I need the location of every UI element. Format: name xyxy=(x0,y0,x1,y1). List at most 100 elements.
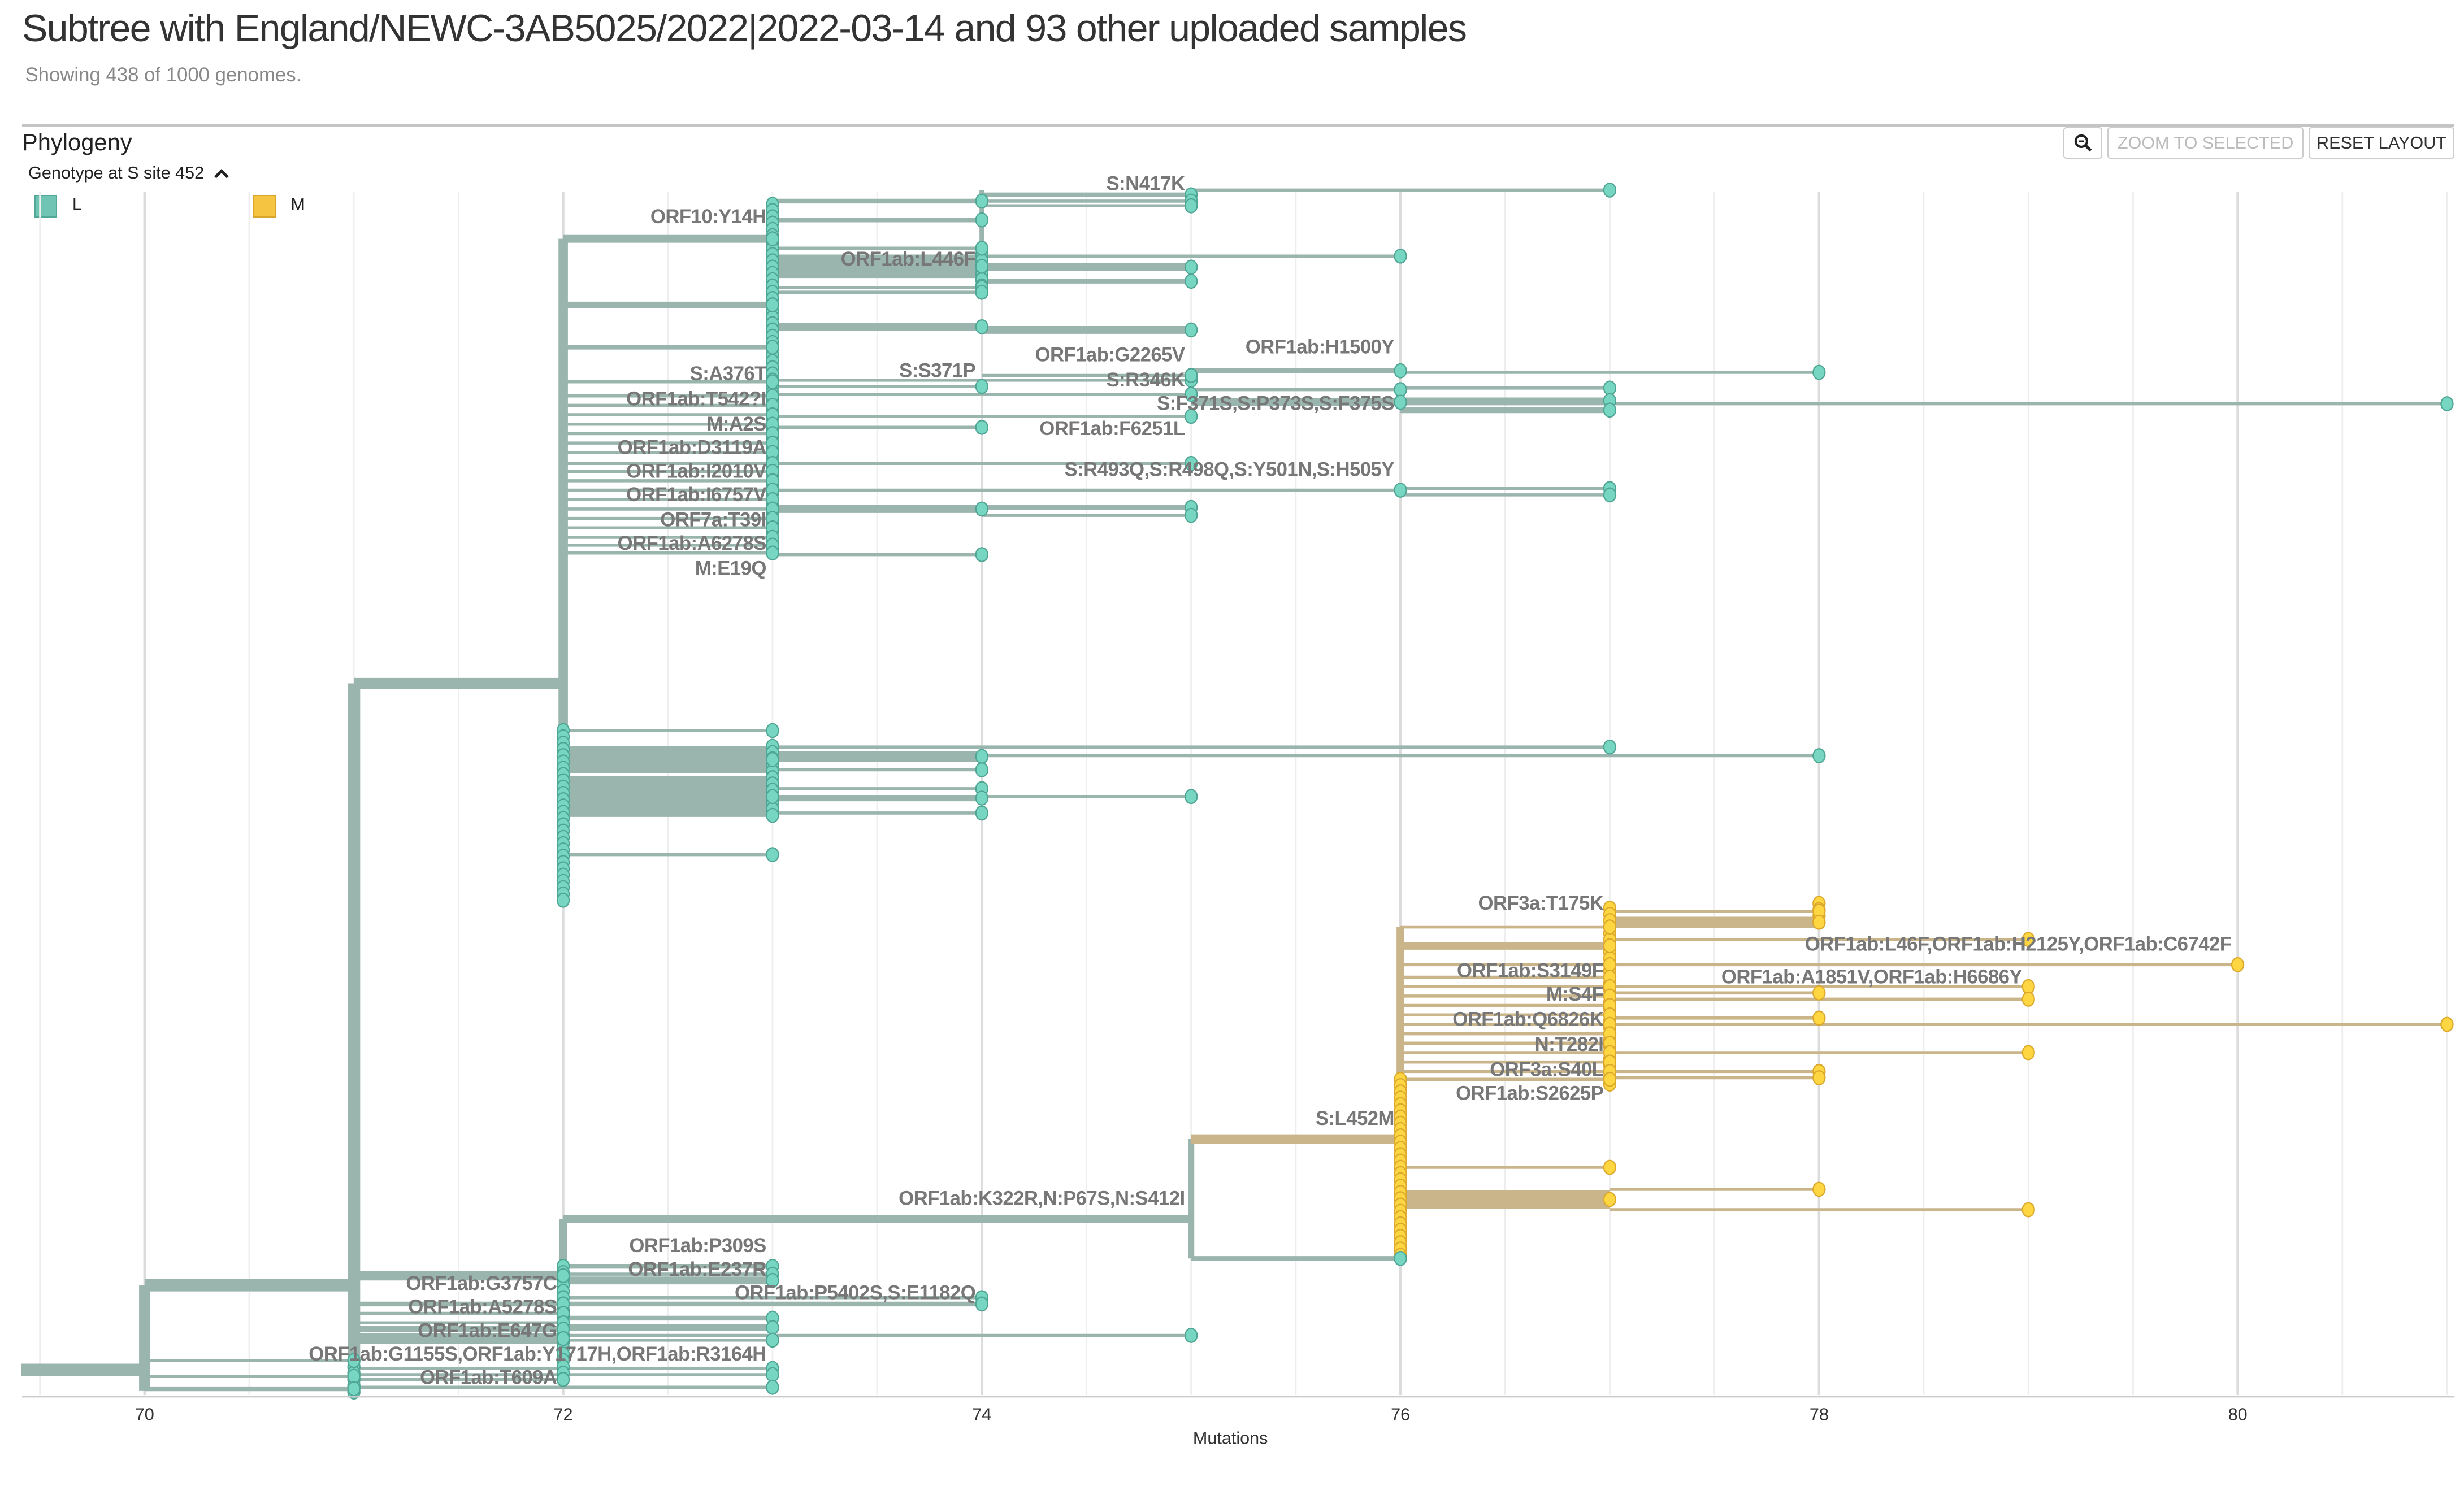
sample-node xyxy=(975,762,988,777)
mutation-label: ORF1ab:G3757C xyxy=(406,1273,557,1294)
sample-node xyxy=(766,1272,779,1288)
mutation-label: S:L452M xyxy=(1316,1108,1394,1129)
zoom-button[interactable] xyxy=(2063,127,2103,159)
x-tick-label: 74 xyxy=(972,1405,991,1424)
sample-node xyxy=(1603,380,1617,396)
mutation-label: ORF3a:S40L xyxy=(1490,1059,1603,1081)
mutation-label: M:A2S xyxy=(706,414,766,435)
sample-node xyxy=(1185,409,1198,424)
mutation-label: ORF1ab:T609A xyxy=(420,1367,557,1389)
mutation-label: S:A376T xyxy=(690,363,766,385)
mutation-label: N:T282I xyxy=(1535,1034,1604,1055)
mutation-label: ORF1ab:G2265V xyxy=(1035,345,1185,366)
sample-node xyxy=(347,1368,361,1384)
legend-toggle[interactable]: Genotype at S site 452 xyxy=(28,163,229,183)
sample-node xyxy=(975,790,988,806)
sample-node xyxy=(2021,992,2035,1007)
mutation-label: ORF1ab:G1155S,ORF1ab:Y1717H,ORF1ab:R3164… xyxy=(309,1344,766,1365)
sample-node xyxy=(1812,1070,1826,1085)
sample-node xyxy=(1394,1250,1407,1266)
mutation-label: ORF7a:T39I xyxy=(660,510,766,531)
sample-node xyxy=(1185,273,1198,289)
mutation-label: ORF3a:T175K xyxy=(1478,893,1604,914)
sample-node xyxy=(1394,382,1407,397)
mutation-label: ORF1ab:L446F xyxy=(841,249,976,270)
mutation-label: M:S4F xyxy=(1546,984,1603,1005)
sample-node xyxy=(1185,455,1198,471)
mutation-label: ORF1ab:S3149F xyxy=(1457,961,1603,982)
genome-count: Showing 438 of 1000 genomes. xyxy=(25,64,302,86)
sample-node xyxy=(1185,507,1198,523)
sample-node xyxy=(1603,487,1617,503)
x-axis-ticks: 70 72 74 76 78 80 xyxy=(135,1405,2248,1424)
reset-layout-button[interactable]: RESET LAYOUT xyxy=(2308,127,2455,159)
sample-node xyxy=(2021,1202,2035,1218)
sample-node xyxy=(1185,322,1198,338)
phylogeny-heading: Phylogeny xyxy=(21,129,132,155)
sample-node xyxy=(975,212,988,228)
sample-node xyxy=(347,1353,361,1368)
sample-node xyxy=(766,231,779,246)
sample-node xyxy=(1603,1071,1617,1087)
sample-node xyxy=(975,501,988,517)
sample-node xyxy=(2440,1016,2454,1032)
nodes xyxy=(347,183,2454,1400)
sample-node xyxy=(1185,198,1198,214)
sample-node xyxy=(766,374,779,390)
zoom-to-selected-button[interactable]: ZOOM TO SELECTED xyxy=(2107,127,2304,159)
mutation-label: ORF1ab:I6757V xyxy=(626,484,766,506)
mutation-label: ORF1ab:D3119A xyxy=(618,437,767,459)
mutation-label: ORF1ab:A6278S xyxy=(618,533,766,554)
sample-node xyxy=(2440,396,2454,411)
mutation-label: ORF10:Y14H xyxy=(650,206,766,228)
sample-node xyxy=(975,379,988,394)
mutation-label: ORF1ab:T542?I xyxy=(626,388,766,410)
mutation-label: ORF1ab:H1500Y xyxy=(1246,337,1395,358)
mutation-label: ORF1ab:E647G xyxy=(418,1320,557,1341)
x-axis-label: Mutations xyxy=(1193,1428,1268,1448)
sample-node xyxy=(2021,1045,2035,1061)
legend-label-l: L xyxy=(72,194,82,214)
mutation-label: ORF1ab:F6251L xyxy=(1039,418,1185,440)
sample-node xyxy=(766,1367,779,1383)
legend-swatch-l[interactable] xyxy=(34,194,58,218)
sample-node xyxy=(766,807,779,823)
sample-node xyxy=(1603,739,1617,755)
branches xyxy=(21,188,2447,1392)
sample-node xyxy=(975,805,988,821)
sample-node xyxy=(1185,1328,1198,1343)
sample-node xyxy=(1603,183,1617,198)
sample-node xyxy=(1603,957,1617,972)
mutation-label: S:S371P xyxy=(899,360,975,381)
sample-node xyxy=(766,545,779,561)
sample-node xyxy=(2231,957,2245,972)
chevron-up-icon xyxy=(214,168,229,179)
mutation-label: ORF1ab:A1851V,ORF1ab:H6686Y xyxy=(1721,967,2023,988)
sample-node xyxy=(1603,1159,1617,1175)
sample-node xyxy=(975,319,988,334)
sample-node xyxy=(975,1296,988,1312)
sample-node xyxy=(1185,259,1198,275)
sample-node xyxy=(1603,1192,1617,1207)
sample-node xyxy=(2021,932,2035,948)
sample-node xyxy=(1394,483,1407,498)
sample-node xyxy=(1812,364,1826,380)
mutation-label: ORF1ab:P5402S,S:E1182Q xyxy=(735,1283,975,1304)
sample-node xyxy=(766,789,779,805)
sample-node xyxy=(1812,1181,1826,1197)
page-title: Subtree with England/NEWC-3AB5025/2022|2… xyxy=(21,7,1467,50)
magnifier-icon xyxy=(2074,134,2092,152)
mutation-label: ORF1ab:Q6826K xyxy=(1452,1009,1603,1031)
mutation-label: S:R493Q,S:R498Q,S:Y501N,S:H505Y xyxy=(1065,459,1395,481)
sample-node xyxy=(975,749,988,764)
mutation-label: ORF1ab:A5278S xyxy=(408,1297,557,1318)
sample-node xyxy=(1812,914,1826,930)
sample-node xyxy=(1185,386,1198,402)
mutation-label: ORF1ab:K322R,N:P67S,N:S412I xyxy=(899,1188,1185,1210)
sample-node xyxy=(766,1332,779,1348)
x-tick-label: 72 xyxy=(554,1405,573,1424)
legend-swatch-m[interactable] xyxy=(253,194,276,218)
x-tick-label: 78 xyxy=(1810,1405,1829,1424)
